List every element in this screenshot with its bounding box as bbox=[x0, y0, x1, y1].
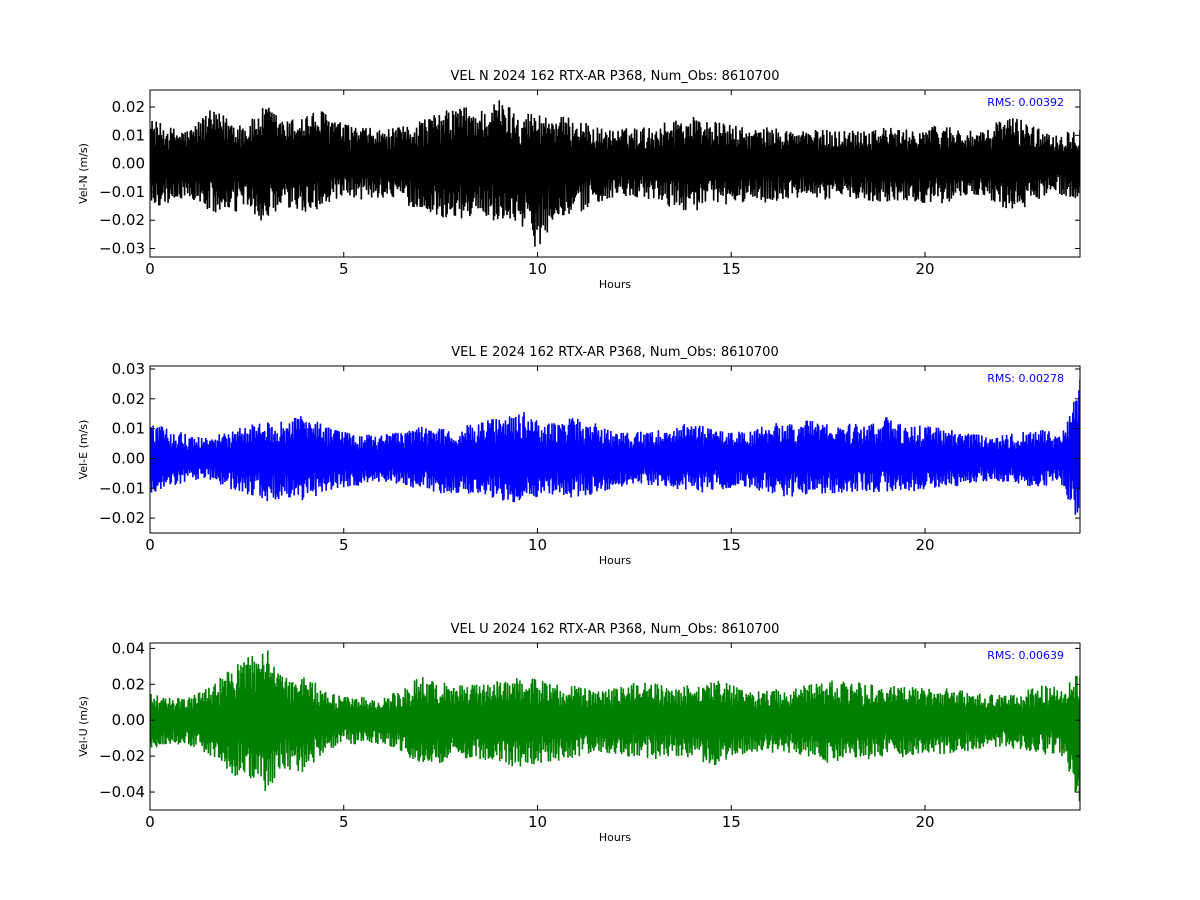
x-tick-label: 10 bbox=[528, 813, 547, 831]
y-tick-label: −0.01 bbox=[99, 479, 145, 497]
axes-frame bbox=[149, 365, 1081, 534]
y-axis-label: Vel-N (m/s) bbox=[77, 143, 90, 204]
y-tick-label: 0.03 bbox=[112, 360, 145, 378]
x-tick-label: 10 bbox=[528, 536, 547, 554]
x-axis-label: Hours bbox=[599, 278, 631, 291]
x-tick-label: 10 bbox=[528, 260, 547, 278]
y-tick-label: 0.00 bbox=[112, 155, 145, 173]
x-tick-label: 5 bbox=[339, 260, 349, 278]
y-tick-label: 0.02 bbox=[112, 98, 145, 116]
x-tick-label: 20 bbox=[915, 813, 934, 831]
y-tick-label: −0.03 bbox=[99, 240, 145, 258]
x-tick-label: 0 bbox=[145, 260, 155, 278]
series-trace bbox=[150, 100, 1080, 247]
y-axis-label: Vel-U (m/s) bbox=[77, 696, 90, 757]
rms-annotation: RMS: 0.00278 bbox=[987, 372, 1064, 385]
x-tick-label: 20 bbox=[915, 260, 934, 278]
y-tick-label: 0.00 bbox=[112, 711, 145, 729]
subplot-3: VEL U 2024 162 RTX-AR P368, Num_Obs: 861… bbox=[77, 622, 1081, 844]
y-tick-label: 0.00 bbox=[112, 449, 145, 467]
y-tick-label: −0.02 bbox=[99, 509, 145, 527]
x-tick-label: 5 bbox=[339, 536, 349, 554]
x-tick-label: 5 bbox=[339, 813, 349, 831]
x-tick-label: 15 bbox=[722, 536, 741, 554]
y-tick-label: 0.01 bbox=[112, 126, 145, 144]
x-tick-label: 15 bbox=[722, 260, 741, 278]
y-tick-label: 0.04 bbox=[112, 639, 145, 657]
axes-frame bbox=[149, 89, 1081, 258]
y-tick-label: −0.02 bbox=[99, 211, 145, 229]
rms-annotation: RMS: 0.00392 bbox=[987, 96, 1064, 109]
x-axis-label: Hours bbox=[599, 831, 631, 844]
y-tick-label: 0.02 bbox=[112, 390, 145, 408]
subplot-1: VEL N 2024 162 RTX-AR P368, Num_Obs: 861… bbox=[77, 69, 1081, 291]
series-trace bbox=[150, 650, 1080, 802]
y-tick-label: −0.02 bbox=[99, 747, 145, 765]
y-axis-label: Vel-E (m/s) bbox=[77, 420, 90, 480]
x-tick-label: 0 bbox=[145, 813, 155, 831]
x-tick-label: 20 bbox=[915, 536, 934, 554]
y-tick-label: −0.01 bbox=[99, 183, 145, 201]
series-trace bbox=[150, 379, 1080, 515]
x-axis-label: Hours bbox=[599, 554, 631, 567]
rms-annotation: RMS: 0.00639 bbox=[987, 649, 1064, 662]
chart-title: VEL U 2024 162 RTX-AR P368, Num_Obs: 861… bbox=[451, 622, 780, 637]
y-tick-label: 0.01 bbox=[112, 420, 145, 438]
x-tick-label: 0 bbox=[145, 536, 155, 554]
x-tick-label: 15 bbox=[722, 813, 741, 831]
y-tick-label: −0.04 bbox=[99, 783, 145, 801]
axes-frame bbox=[149, 642, 1081, 811]
y-tick-label: 0.02 bbox=[112, 675, 145, 693]
chart-title: VEL E 2024 162 RTX-AR P368, Num_Obs: 861… bbox=[451, 345, 778, 360]
chart-title: VEL N 2024 162 RTX-AR P368, Num_Obs: 861… bbox=[451, 69, 780, 84]
subplot-2: VEL E 2024 162 RTX-AR P368, Num_Obs: 861… bbox=[77, 345, 1081, 567]
